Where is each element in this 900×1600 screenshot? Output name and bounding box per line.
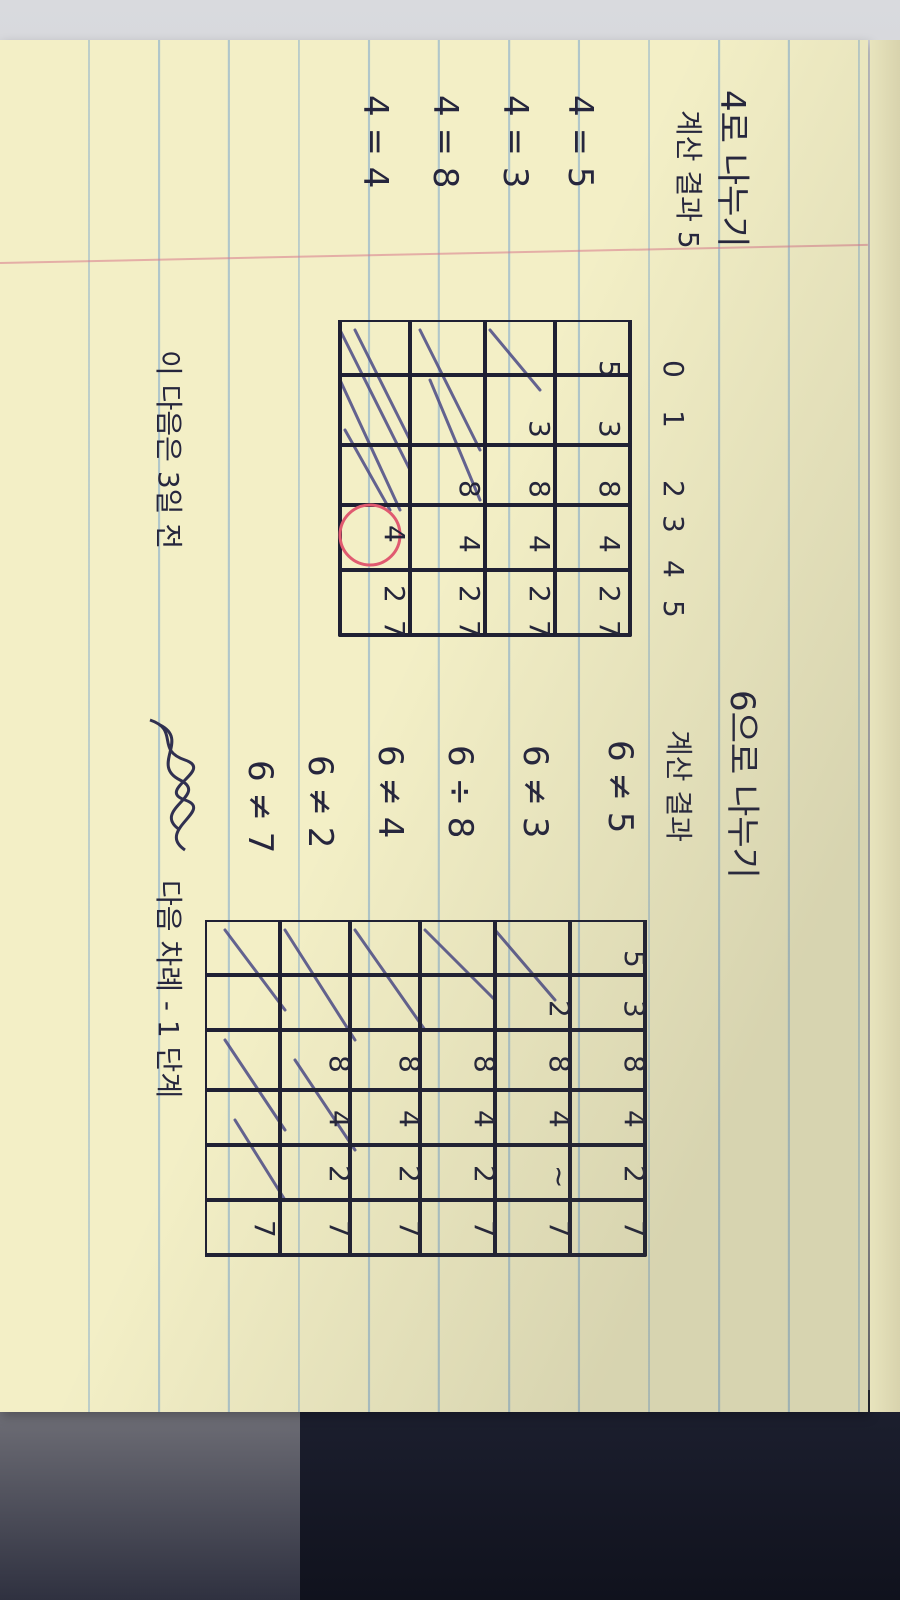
- t2-r5-c4: 4: [323, 1110, 356, 1128]
- t1-header-4: 4: [657, 560, 690, 578]
- left-equation-4: 4 = 4: [355, 95, 395, 189]
- t2-r4-c6: 7: [393, 1220, 426, 1238]
- left-equation-3: 4 = 8: [425, 95, 465, 189]
- right-equation-1: 6 ≠ 5: [600, 740, 640, 834]
- t2-r3-c3: 8: [468, 1055, 501, 1073]
- t2-r5-c3: 8: [323, 1055, 356, 1073]
- t2-r1-c5: 2: [618, 1165, 651, 1183]
- t2-r2-c4: 4: [543, 1110, 576, 1128]
- circled-four-mark: [338, 503, 402, 567]
- page-edge: [870, 40, 900, 1412]
- notebook-page: [0, 40, 868, 1412]
- t1-r1-c5: 2: [593, 585, 626, 603]
- t2-r4-c4: 4: [393, 1110, 426, 1128]
- t2-r4-c3: 8: [393, 1055, 426, 1073]
- t1-r2-c4: 4: [523, 535, 556, 553]
- t2-r2-c3: 8: [543, 1055, 576, 1073]
- right-equation-2: 6 ≠ 3: [515, 745, 555, 839]
- t2-r6-c6: 7: [248, 1220, 281, 1238]
- t1-header-2: 2: [657, 480, 690, 498]
- t2-r3-c5: 2: [468, 1165, 501, 1183]
- right-equation-4: 6 ≠ 4: [370, 745, 410, 839]
- t1-r3-c3: 8: [453, 480, 486, 498]
- t2-r2-c6: 7: [543, 1220, 576, 1238]
- t2-r1-c4: 4: [618, 1110, 651, 1128]
- left-header: 4로 나누기: [712, 90, 752, 248]
- t1-header-0: 0: [657, 360, 690, 378]
- left-subheader: 계산 결과 5: [672, 110, 705, 249]
- t2-r5-c5: 2: [323, 1165, 356, 1183]
- t2-r1-c3: 8: [618, 1055, 651, 1073]
- t2-r2-c2: 2: [543, 1000, 576, 1018]
- t1-header-1: 1: [657, 410, 690, 428]
- t2-r4-c5: 2: [393, 1165, 426, 1183]
- right-header: 6으로 나누기: [722, 690, 762, 879]
- left-equation-1: 4 = 5: [560, 95, 600, 189]
- right-footer: 다음 차례 - 1 단계: [152, 880, 185, 1099]
- t2-r1-c2: 3: [618, 1000, 651, 1018]
- t1-r4-c6: 7: [378, 620, 411, 638]
- crossed-out-scribble: [149, 718, 195, 852]
- desk-surface: [300, 1390, 900, 1600]
- t1-r3-c5: 2: [453, 585, 486, 603]
- table-one-hatching: [338, 328, 542, 512]
- table-two-hatching: [223, 928, 557, 1202]
- t2-r5-c6: 7: [323, 1220, 356, 1238]
- t1-r3-c4: 4: [453, 535, 486, 553]
- t2-r1-c6: 7: [618, 1220, 651, 1238]
- t1-header-3: 3: [657, 515, 690, 533]
- t1-r3-c6: 7: [453, 620, 486, 638]
- t1-r2-c5: 2: [523, 585, 556, 603]
- t2-r2-c5: ~: [543, 1165, 576, 1188]
- t1-r1-c4: 4: [593, 535, 626, 553]
- left-equation-2: 4 = 3: [495, 95, 535, 189]
- t2-r1-c1: 5: [618, 950, 651, 968]
- right-equation-3: 6 ÷ 8: [440, 745, 480, 839]
- t1-r2-c3: 8: [523, 480, 556, 498]
- t1-r1-c2: 3: [593, 420, 626, 438]
- table-two: 5 3 8 4 2 7 2 8 4 ~ 7 8 4 2 7 8 4 2 7 8 …: [205, 920, 651, 1257]
- table-one: 5 3 8 4 2 7 3 8 4 2 7 8 4 2 7 4 2 7: [338, 320, 632, 638]
- t1-r4-c5: 2: [378, 585, 411, 603]
- bottom-note: 이 다음은 3일 전: [152, 350, 185, 550]
- t1-r1-c3: 8: [593, 480, 626, 498]
- t1-r1-c1: 5: [593, 360, 626, 378]
- t2-r3-c4: 4: [468, 1110, 501, 1128]
- right-equation-6: 6 ≠ 7: [240, 760, 280, 854]
- t1-r2-c6: 7: [523, 620, 556, 638]
- right-subheader: 계산 결과: [662, 730, 695, 842]
- t1-r4-c4: 4: [378, 525, 411, 543]
- t1-r1-c6: 7: [593, 620, 626, 638]
- t1-header-5: 5: [657, 600, 690, 618]
- t2-r3-c6: 7: [468, 1220, 501, 1238]
- t1-r2-c2: 3: [523, 420, 556, 438]
- right-equation-5: 6 ≠ 2: [300, 755, 340, 849]
